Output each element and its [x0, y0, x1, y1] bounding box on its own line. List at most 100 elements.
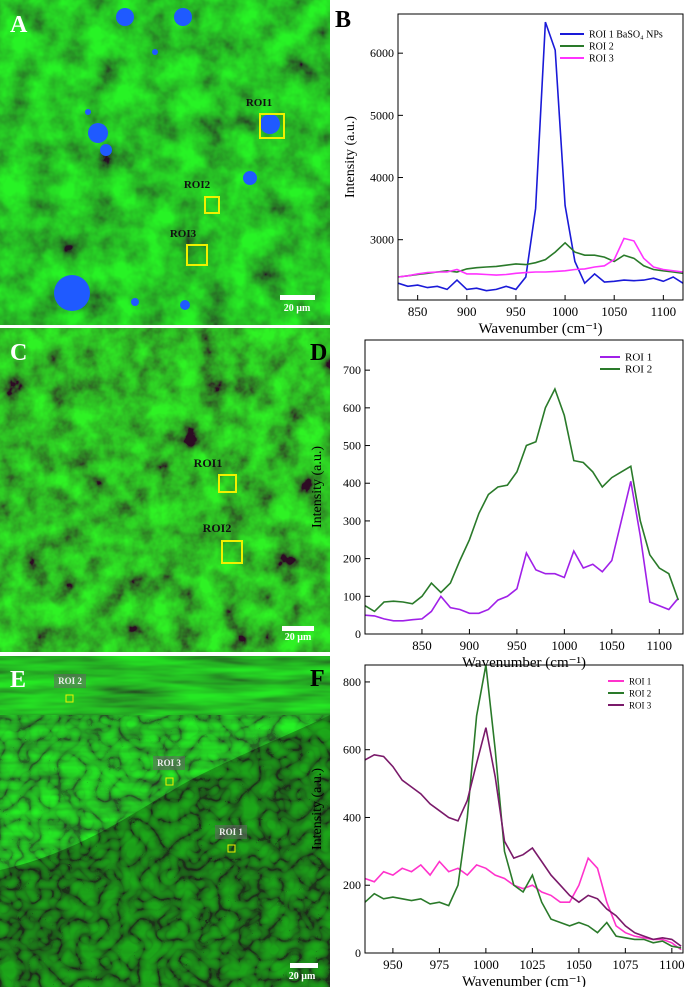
- roi-label-bg: [54, 674, 86, 688]
- x-tick-label: 1075: [612, 957, 638, 972]
- y-tick-label: 100: [343, 589, 361, 603]
- y-tick-label: 700: [343, 363, 361, 377]
- legend-label: ROI 2: [625, 364, 652, 376]
- roi-label-bg: [215, 825, 247, 839]
- x-axis-label: Wavenumber (cm⁻¹): [462, 974, 586, 987]
- y-tick-label: 4000: [370, 171, 394, 185]
- y-tick-label: 500: [343, 439, 361, 453]
- plot-frame: [397, 13, 684, 301]
- y-tick-label: 5000: [370, 108, 394, 122]
- legend-label: ROI 1 BaSO₄ NPs: [589, 30, 663, 41]
- plot-frame: [364, 664, 684, 954]
- series-line: [365, 386, 680, 613]
- y-tick-label: 200: [343, 878, 361, 892]
- roi-label: ROI2: [203, 521, 232, 535]
- x-tick-label: 1050: [599, 638, 625, 653]
- y-tick-label: 400: [343, 810, 361, 824]
- roi-label: ROI1: [246, 97, 272, 109]
- x-tick-label: 1000: [552, 304, 578, 319]
- plot-frame: [364, 339, 684, 635]
- legend-label: ROI 2: [589, 42, 614, 53]
- series-line: [365, 727, 682, 947]
- y-tick-label: 600: [343, 401, 361, 415]
- x-tick-label: 900: [460, 638, 480, 653]
- y-tick-label: 3000: [370, 233, 394, 247]
- series-line: [365, 665, 682, 949]
- legend-label: ROI 3: [629, 701, 652, 711]
- roi-box: [227, 844, 236, 853]
- roi-box: [218, 474, 237, 493]
- y-tick-label: 400: [343, 476, 361, 490]
- roi-label: ROI 2: [58, 676, 82, 686]
- scale-bar: [290, 963, 318, 968]
- x-axis-label: Wavenumber (cm⁻¹): [462, 655, 586, 671]
- x-tick-label: 950: [507, 638, 527, 653]
- roi-label: ROI2: [184, 179, 211, 191]
- micrograph-c: [0, 328, 330, 652]
- panel-letter: D: [310, 340, 327, 366]
- roi-label: ROI3: [170, 228, 197, 240]
- x-tick-label: 950: [506, 304, 526, 319]
- particles: [54, 8, 280, 311]
- roi-label: ROI 3: [157, 758, 181, 768]
- roi-label-bg: [153, 756, 185, 770]
- y-axis-label: Intensity (a.u.): [310, 768, 325, 850]
- chart: D 850 900 950 1000 1050 1100 0 100 200 300 400 500 60…: [310, 339, 684, 671]
- x-tick-label: 850: [408, 304, 428, 319]
- panel-letter: B: [335, 7, 351, 33]
- roi-box: [186, 244, 208, 266]
- chart: F 950 975 1000 1025 1050 1075 1100 0 200 400 600 800…: [310, 664, 685, 987]
- scale-bar: [282, 626, 314, 631]
- roi-box: [165, 777, 174, 786]
- x-tick-label: 1025: [519, 957, 545, 972]
- y-tick-label: 300: [343, 514, 361, 528]
- x-tick-label: 850: [412, 638, 432, 653]
- x-tick-label: 1100: [659, 957, 685, 972]
- y-tick-label: 0: [355, 627, 361, 641]
- panel-letter: A: [10, 12, 28, 38]
- x-tick-label: 1000: [473, 957, 499, 972]
- x-tick-label: 1050: [566, 957, 592, 972]
- series-line: [365, 481, 679, 622]
- x-tick-label: 1100: [647, 638, 673, 653]
- panel-letter: E: [10, 667, 26, 693]
- series-line: [365, 856, 682, 951]
- y-tick-label: 600: [343, 743, 361, 757]
- roi-label: ROI 1: [219, 827, 243, 837]
- roi-box: [65, 694, 74, 703]
- panel-letter: F: [310, 666, 325, 692]
- roi-box: [221, 540, 243, 564]
- legend-label: ROI 1: [625, 352, 652, 364]
- x-axis-label: Wavenumber (cm⁻¹): [478, 321, 602, 337]
- y-tick-label: 200: [343, 552, 361, 566]
- y-tick-label: 0: [355, 946, 361, 960]
- x-tick-label: 900: [457, 304, 477, 319]
- x-tick-label: 975: [430, 957, 450, 972]
- x-tick-label: 1050: [601, 304, 627, 319]
- legend-label: ROI 3: [589, 54, 614, 65]
- y-axis-label: Intensity (a.u.): [343, 116, 358, 198]
- roi-box: [259, 113, 285, 139]
- legend-label: ROI 2: [629, 689, 651, 699]
- y-tick-label: 6000: [370, 46, 394, 60]
- scale-bar-label: 20 µm: [284, 303, 311, 314]
- x-tick-label: 1000: [551, 638, 577, 653]
- series-line: [398, 241, 683, 278]
- panel-letter: C: [10, 340, 27, 366]
- chart: B 850 900 950 1000 1050 1100 3000 4000 5000 6000 Wa…: [335, 7, 684, 337]
- scale-bar: [280, 295, 315, 300]
- micrograph-e: [0, 656, 330, 987]
- legend-label: ROI 1: [629, 677, 651, 687]
- series-line: [398, 237, 683, 278]
- y-tick-label: 800: [343, 675, 361, 689]
- scale-bar-label: 20 µm: [285, 632, 312, 643]
- roi-label: ROI1: [194, 456, 223, 470]
- series-line: [398, 21, 683, 292]
- y-axis-label: Intensity (a.u.): [310, 446, 325, 528]
- x-tick-label: 1100: [651, 304, 677, 319]
- scale-bar-label: 20 µm: [289, 971, 316, 982]
- roi-box: [204, 196, 220, 214]
